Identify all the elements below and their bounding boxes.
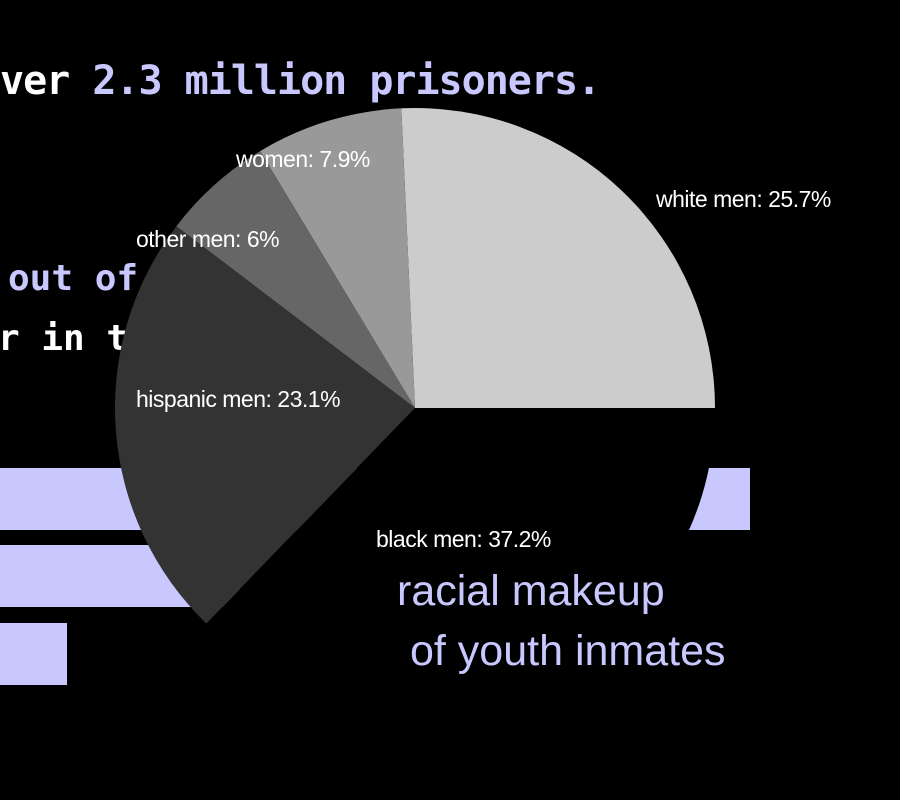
headline-highlight: 2.3 million prisoners. — [92, 58, 601, 104]
headline: ver 2.3 million prisoners. — [0, 58, 601, 104]
pie-label-black-men: black men: 37.2% — [376, 526, 551, 552]
pie-slice-black-men — [206, 408, 715, 709]
pie-label-other-men: other men: 6% — [136, 226, 279, 252]
pie-slice-women — [260, 108, 415, 408]
headline-prefix: ver — [0, 58, 93, 104]
chart-caption-line-2: of youth inmates — [410, 627, 726, 675]
pie-slice-white-men — [401, 107, 715, 409]
pie-label-white-men: white men: 25.7% — [655, 186, 831, 212]
pie-slice-other-men — [176, 151, 415, 408]
pie-slice-hispanic-men — [114, 226, 416, 624]
pie-label-hispanic-men: hispanic men: 23.1% — [136, 386, 340, 412]
chart-caption-line-1: racial makeup — [397, 567, 665, 615]
pie-label-women: women: 7.9% — [235, 146, 370, 172]
background-bar-3 — [0, 623, 67, 685]
